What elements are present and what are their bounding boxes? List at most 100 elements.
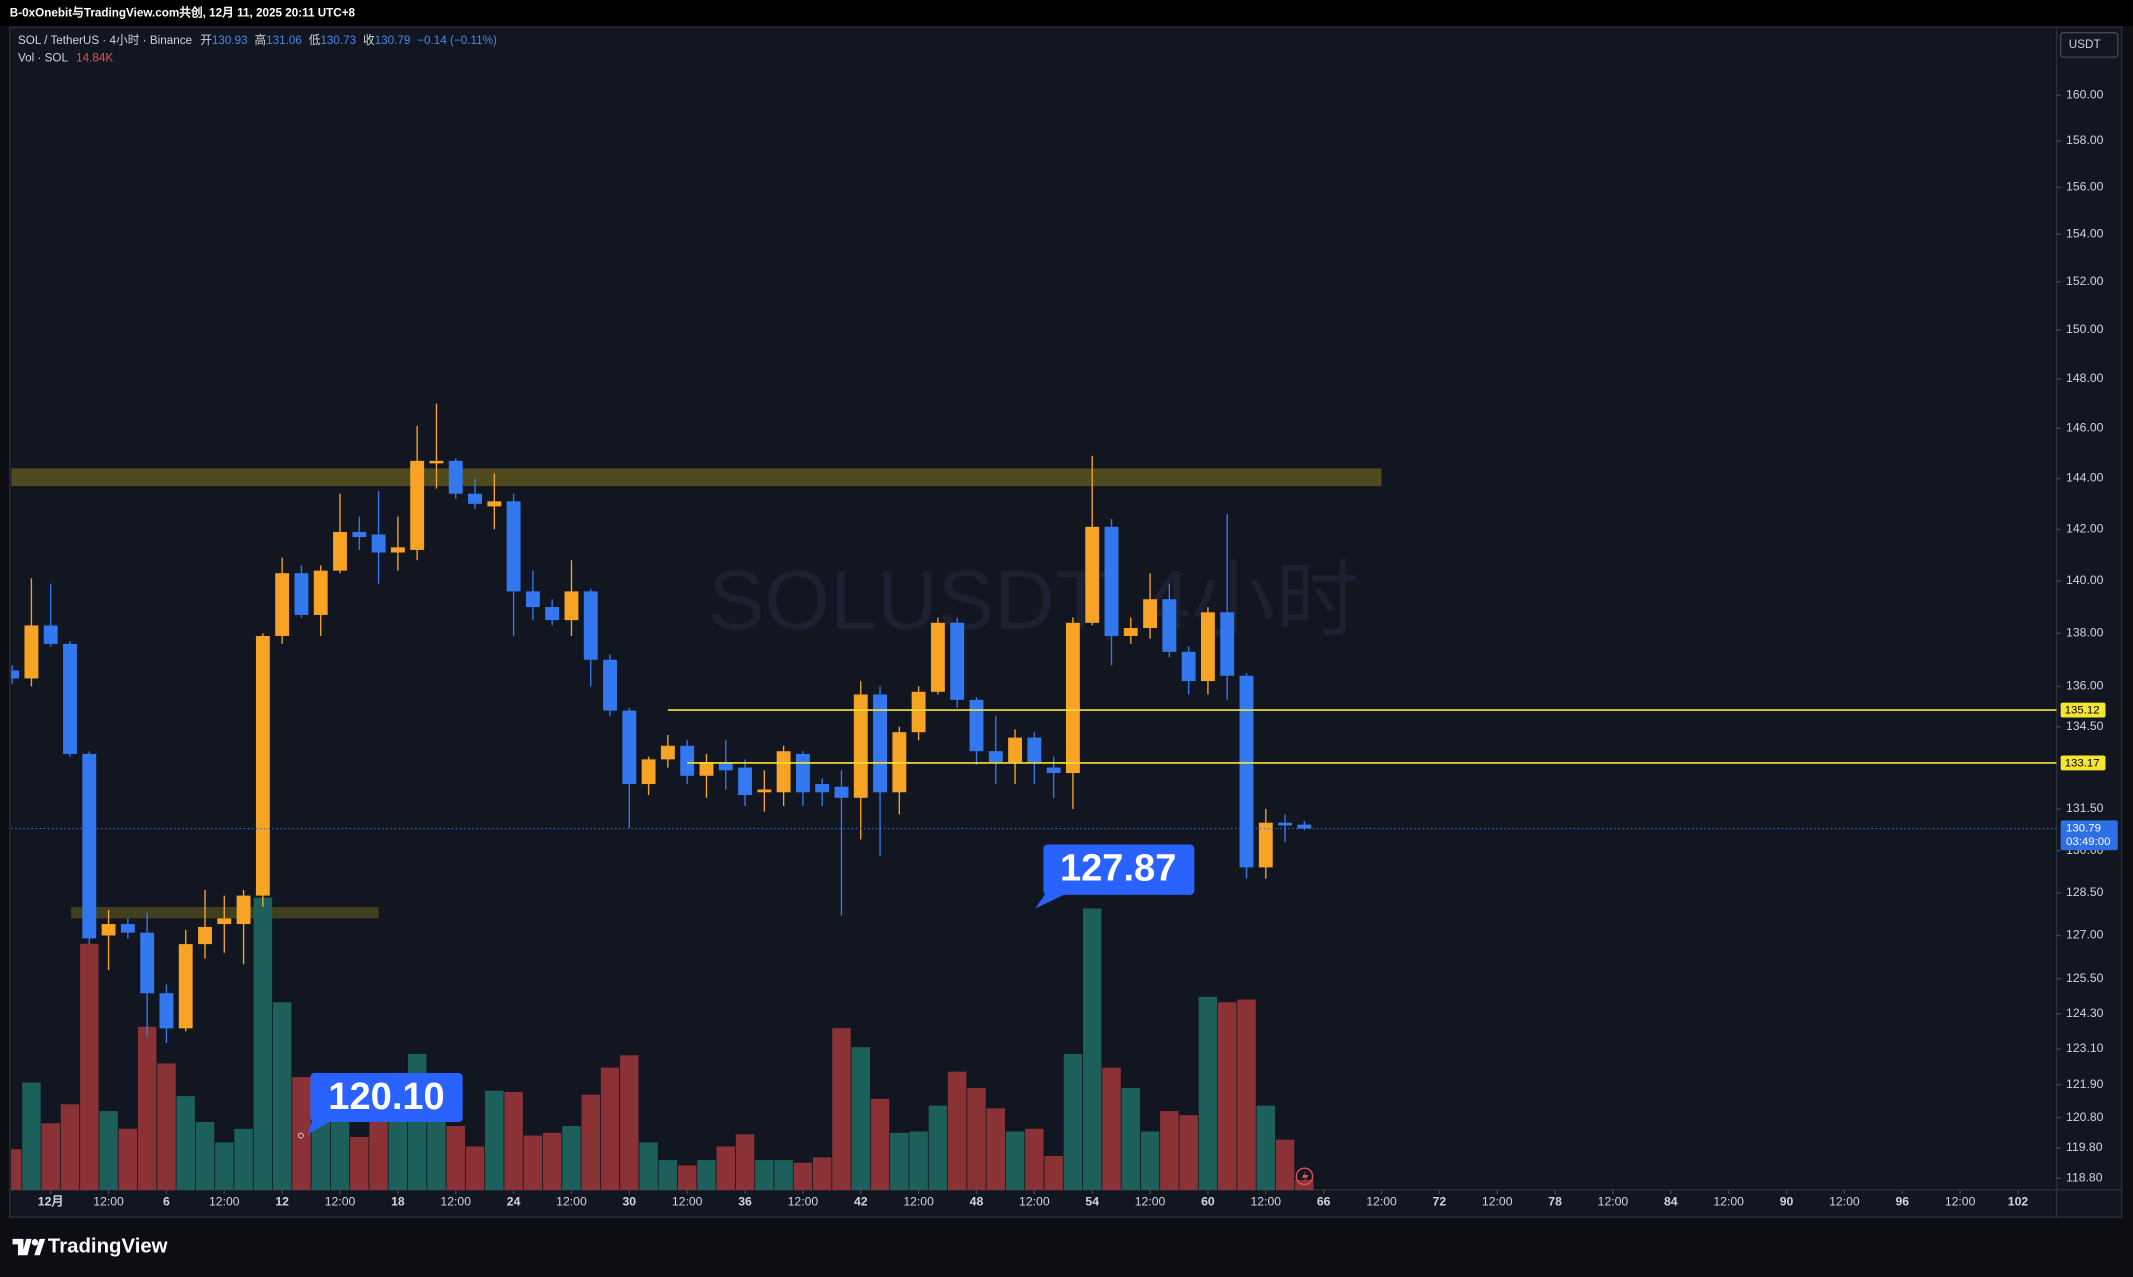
volume-bar (215, 1142, 234, 1190)
volume-bar (967, 1087, 986, 1190)
volume-bar (311, 1115, 330, 1190)
volume-bar (658, 1160, 678, 1190)
high-label: 高 (254, 33, 266, 47)
volume-value: 14.84K (76, 52, 113, 65)
x-tick-label: 66 (1317, 1194, 1331, 1208)
volume-bar (697, 1160, 716, 1190)
x-tick-label: 78 (1548, 1194, 1562, 1208)
volume-bar (446, 1126, 465, 1190)
annotation-text: 120.10 (328, 1076, 444, 1118)
x-tick-label: 12:00 (1829, 1194, 1860, 1208)
volume-bar (1198, 996, 1218, 1190)
candle-body (82, 753, 97, 939)
x-tick-label: 90 (1780, 1194, 1794, 1208)
volume-bar (755, 1160, 774, 1190)
volume-bar (928, 1105, 948, 1190)
watermark: SOLUSDT, 4小时 (708, 553, 1359, 647)
legend-line: SOL / TetherUS · 4小时 · Binance 开130.93 高13… (18, 33, 497, 47)
candle-body (622, 710, 637, 785)
replay-icon[interactable] (1295, 1167, 1314, 1186)
volume-bar (350, 1136, 369, 1190)
volume-bar (157, 1063, 176, 1190)
volume-bar (909, 1131, 928, 1190)
top-strip (0, 0, 2133, 26)
volume-bar (1044, 1155, 1063, 1190)
volume-bar (504, 1092, 523, 1190)
level-price-label: 133.17 (2065, 758, 2100, 770)
candle-body (738, 767, 752, 796)
candle-body (757, 789, 772, 793)
volume-bar (22, 1082, 41, 1190)
x-tick-label: 18 (391, 1194, 405, 1208)
annotation: 127.87 (1035, 844, 1195, 909)
y-tick-label: 121.90 (2066, 1077, 2104, 1091)
y-tick-label: 154.00 (2066, 226, 2104, 240)
level-price-label: 135.12 (2065, 705, 2100, 717)
candle-body (1046, 767, 1061, 774)
last-price-box (2060, 820, 2118, 851)
annotation-anchor (297, 1132, 304, 1139)
candle-body (525, 591, 540, 608)
volume-bar (774, 1160, 793, 1190)
close-value: 130.79 (375, 34, 411, 47)
x-tick-label: 12:00 (440, 1194, 471, 1208)
y-tick-label: 120.80 (2066, 1110, 2104, 1124)
y-tick-label: 150.00 (2066, 322, 2104, 336)
volume-bar (485, 1090, 504, 1190)
annotation-pointer (307, 1117, 330, 1135)
candle-body (1065, 622, 1080, 774)
y-tick-label: 124.30 (2066, 1006, 2104, 1020)
x-tick-label: 12:00 (672, 1194, 703, 1208)
y-tick-label: 142.00 (2066, 522, 2104, 536)
volume-bar (812, 1157, 832, 1190)
volume-bar (620, 1055, 639, 1190)
x-tick-label: 12:00 (1135, 1194, 1166, 1208)
volume-bar (581, 1094, 600, 1190)
volume-bar (427, 1115, 446, 1190)
volume-bar (1121, 1087, 1141, 1190)
y-tick-label: 152.00 (2066, 274, 2104, 288)
candle-body (371, 534, 386, 553)
candle-body (1181, 651, 1196, 682)
footer-logo[interactable]: TradingView (12, 1235, 168, 1257)
x-tick-label: 36 (738, 1194, 752, 1208)
x-tick-label: 96 (1895, 1194, 1909, 1208)
volume-bar (41, 1123, 60, 1190)
logo-text: TradingView (48, 1235, 168, 1257)
candle-body (120, 924, 135, 933)
candle-body (1239, 675, 1254, 868)
volume-bar (1217, 1002, 1237, 1190)
candle-body (969, 699, 984, 752)
candle-body (641, 759, 656, 785)
candle-body (776, 751, 791, 793)
volume-title: Vol · SOL (18, 52, 69, 65)
x-tick-label: 12:00 (1945, 1194, 1976, 1208)
volume-bar (832, 1028, 851, 1190)
y-tick-label: 125.50 (2066, 971, 2104, 985)
volume-bar (793, 1162, 813, 1190)
x-tick-label: 24 (507, 1194, 521, 1208)
x-tick-label: 60 (1201, 1194, 1215, 1208)
annotation-box (310, 1073, 463, 1122)
x-tick-label: 84 (1664, 1194, 1678, 1208)
candle-body (63, 643, 77, 754)
candle-body (294, 573, 309, 615)
logo-mark-2 (34, 1238, 46, 1256)
currency-box[interactable] (2059, 31, 2119, 58)
candle-body (255, 635, 270, 896)
candle-body (236, 895, 251, 925)
volume-bar (1256, 1105, 1276, 1190)
x-tick-label: 6 (163, 1194, 170, 1208)
candle-body (1278, 822, 1293, 826)
x-tick-label: 42 (854, 1194, 868, 1208)
volume-bar (60, 1104, 80, 1190)
candle-body (950, 622, 965, 700)
candle-body (333, 531, 347, 571)
x-tick-label: 12:00 (93, 1194, 124, 1208)
volume-bar (99, 1111, 118, 1190)
y-tick-label: 158.00 (2066, 133, 2104, 147)
x-tick-label: 12:00 (1482, 1194, 1513, 1208)
y-tick-label: 138.00 (2066, 626, 2104, 640)
volume-bar (176, 1096, 195, 1190)
